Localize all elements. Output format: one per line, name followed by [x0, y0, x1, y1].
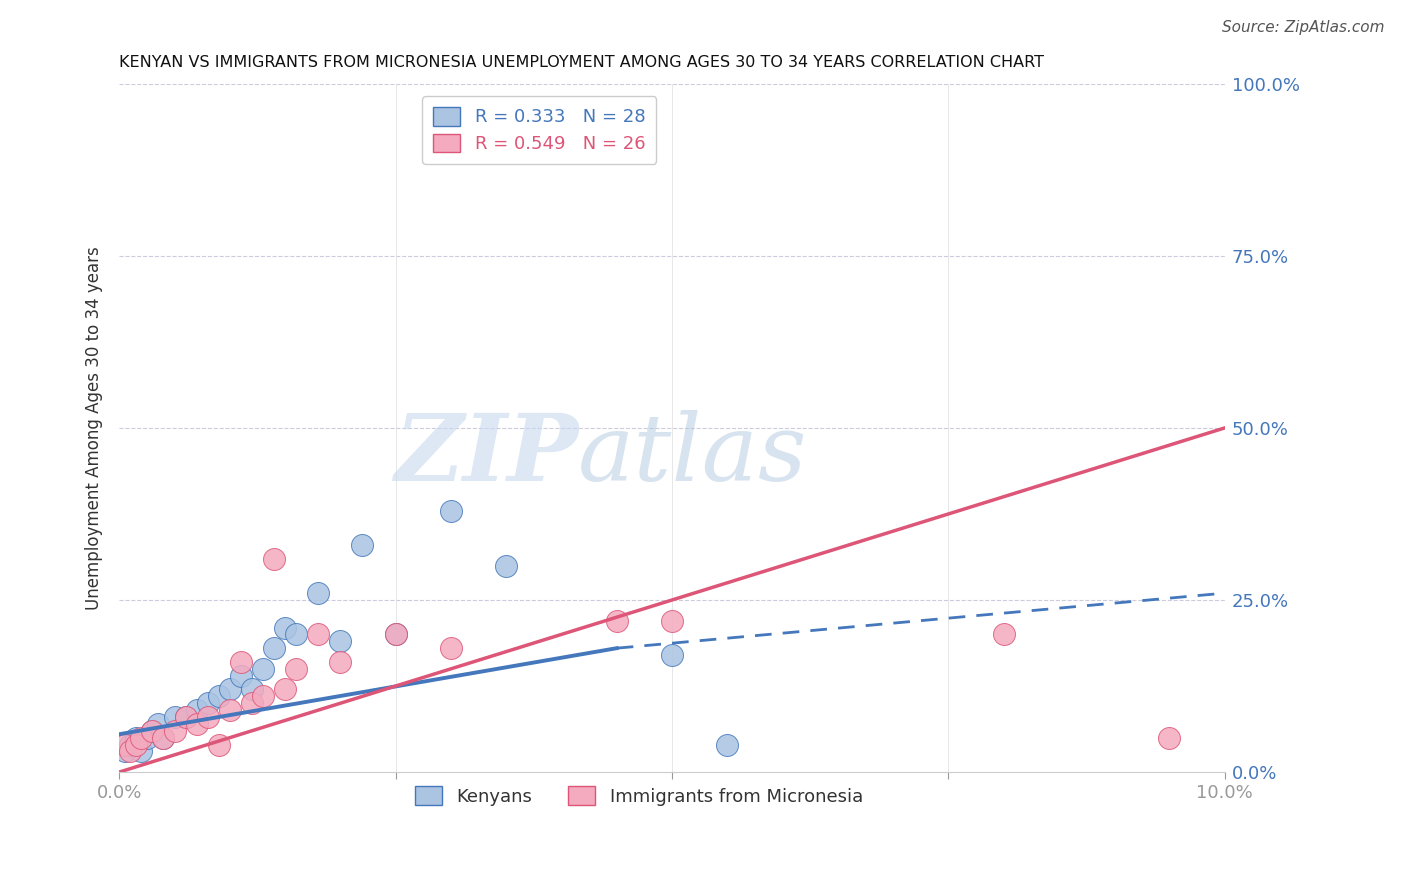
Point [329, 634, 352, 648]
Point [197, 710, 219, 724]
Point [307, 627, 329, 641]
Point [1159, 731, 1181, 745]
Point [606, 614, 628, 628]
Point [197, 696, 219, 710]
Point [229, 669, 252, 683]
Point [152, 731, 174, 745]
Point [661, 648, 683, 662]
Point [131, 744, 153, 758]
Point [993, 627, 1015, 641]
Point [229, 655, 252, 669]
Point [152, 731, 174, 745]
Point [384, 627, 406, 641]
Point [125, 731, 148, 745]
Point [440, 503, 463, 517]
Point [174, 710, 197, 724]
Point [131, 731, 153, 745]
Point [125, 738, 148, 752]
Point [174, 710, 197, 724]
Point [186, 703, 208, 717]
Text: Source: ZipAtlas.com: Source: ZipAtlas.com [1222, 20, 1385, 35]
Point [285, 662, 308, 676]
Point [114, 744, 136, 758]
Point [661, 614, 683, 628]
Point [163, 723, 186, 738]
Point [716, 738, 738, 752]
Point [252, 690, 274, 704]
Point [274, 621, 297, 635]
Text: atlas: atlas [578, 410, 807, 500]
Point [384, 627, 406, 641]
Point [329, 655, 352, 669]
Point [135, 731, 157, 745]
Point [146, 717, 169, 731]
Point [218, 682, 240, 697]
Point [186, 717, 208, 731]
Point [218, 703, 240, 717]
Point [252, 662, 274, 676]
Text: KENYAN VS IMMIGRANTS FROM MICRONESIA UNEMPLOYMENT AMONG AGES 30 TO 34 YEARS CORR: KENYAN VS IMMIGRANTS FROM MICRONESIA UNE… [120, 55, 1045, 70]
Point [120, 744, 142, 758]
Point [352, 538, 374, 552]
Point [141, 723, 163, 738]
Point [141, 723, 163, 738]
Point [208, 690, 231, 704]
Point [274, 682, 297, 697]
Point [285, 627, 308, 641]
Point [114, 738, 136, 752]
Point [240, 696, 263, 710]
Y-axis label: Unemployment Among Ages 30 to 34 years: Unemployment Among Ages 30 to 34 years [86, 246, 103, 610]
Point [263, 641, 285, 656]
Point [263, 551, 285, 566]
Point [163, 710, 186, 724]
Point [120, 738, 142, 752]
Point [440, 641, 463, 656]
Text: ZIP: ZIP [394, 410, 578, 500]
Point [495, 558, 517, 573]
Point [307, 586, 329, 600]
Point [208, 738, 231, 752]
Legend: Kenyans, Immigrants from Micronesia: Kenyans, Immigrants from Micronesia [406, 777, 872, 814]
Point [240, 682, 263, 697]
